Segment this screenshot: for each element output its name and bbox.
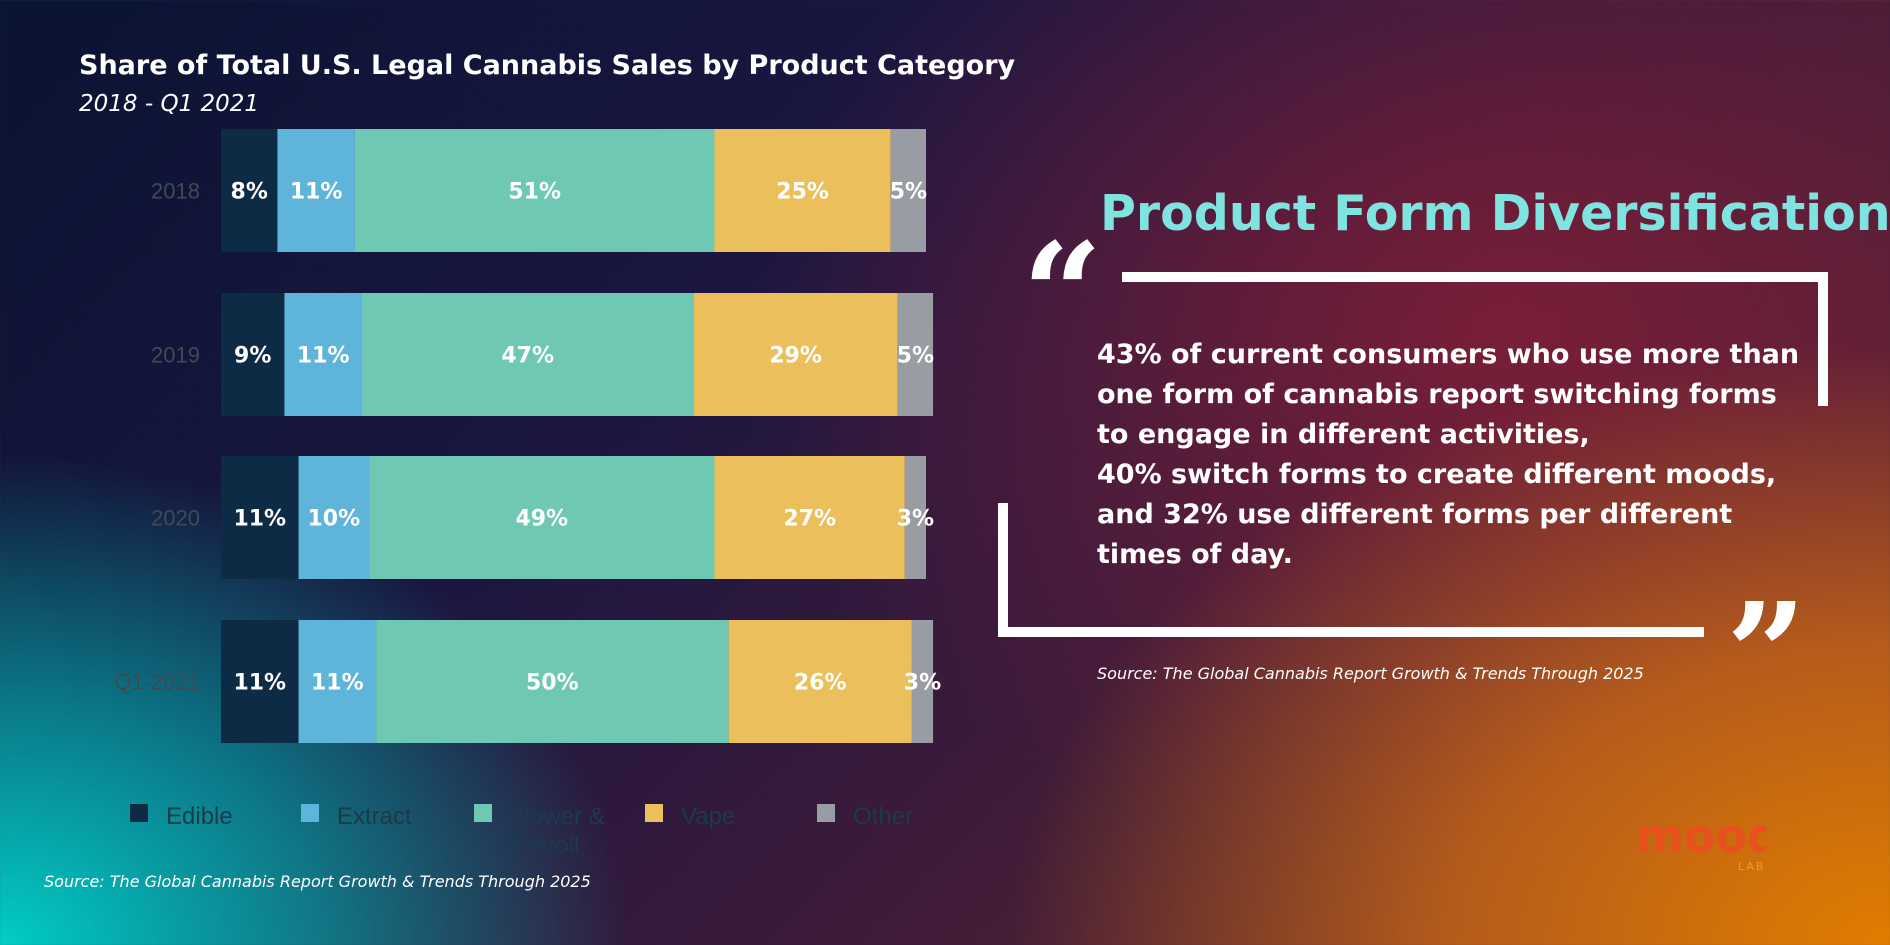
quote-line: to engage in different activities, — [1097, 419, 1590, 450]
bar-segment — [362, 293, 694, 416]
bar-segment — [221, 620, 299, 743]
quote-line: 43% of current consumers who use more th… — [1097, 339, 1800, 370]
bar-segment — [376, 620, 729, 743]
bar-segment — [911, 620, 934, 743]
quote-frame-left — [998, 503, 1008, 637]
data-label: 29% — [769, 344, 822, 369]
open-quote-icon: “ — [1022, 213, 1103, 377]
data-label: 25% — [776, 180, 829, 205]
quote-line: times of day. — [1097, 539, 1293, 570]
bar-segment — [298, 456, 370, 579]
data-label: 51% — [508, 180, 561, 205]
bar-segment — [221, 456, 299, 579]
legend-label: Other — [853, 803, 913, 830]
data-label: 26% — [794, 671, 847, 696]
bar-segment — [277, 129, 355, 252]
quote-frame-right — [1818, 272, 1828, 406]
category-label: 2020 — [151, 506, 200, 531]
bar-segment — [890, 129, 926, 252]
logo-sub: LAB — [1738, 860, 1765, 873]
legend-swatch — [817, 804, 835, 822]
legend-label: Flower & Preroll — [510, 803, 605, 859]
legend-swatch — [130, 804, 148, 822]
data-label: 10% — [307, 507, 360, 532]
logo-wordmark: mood — [1636, 809, 1766, 863]
callout-headline: Product Form Diversification — [1100, 185, 1890, 242]
legend-label: Edible — [166, 803, 233, 830]
quote-line: one form of cannabis report switching fo… — [1097, 379, 1777, 410]
bar-segment — [693, 293, 898, 416]
quote-line: 40% switch forms to create different moo… — [1097, 459, 1777, 490]
data-label: 9% — [234, 344, 271, 369]
quote-line: and 32% use different forms per differen… — [1097, 499, 1733, 530]
close-quote-icon: ” — [1726, 573, 1807, 737]
category-label: 2018 — [151, 179, 200, 204]
data-label: 8% — [231, 180, 268, 205]
bar-segment — [904, 456, 926, 579]
legend-label: Extract — [337, 803, 412, 830]
legend-swatch — [645, 804, 663, 822]
data-label: 3% — [897, 507, 934, 532]
bar-segment — [728, 620, 912, 743]
mood-lab-logo: mood LAB — [1636, 809, 1766, 873]
data-label: 5% — [897, 344, 934, 369]
data-label: 11% — [290, 180, 343, 205]
bar-segment — [298, 620, 377, 743]
bar-segment — [284, 293, 362, 416]
chart-subtitle: 2018 - Q1 2021 — [79, 91, 260, 117]
legend-swatch — [474, 804, 492, 822]
data-label: 50% — [526, 671, 579, 696]
chart-source-note: Source: The Global Cannabis Report Growt… — [44, 872, 591, 891]
bar-segment — [714, 129, 891, 252]
data-label: 27% — [783, 507, 836, 532]
data-label: 11% — [297, 344, 350, 369]
data-label: 5% — [890, 180, 927, 205]
data-label: 3% — [904, 671, 941, 696]
category-label: 2019 — [151, 343, 200, 368]
legend-swatch — [301, 804, 319, 822]
data-label: 11% — [233, 671, 286, 696]
callout-source-note: Source: The Global Cannabis Report Growt… — [1097, 664, 1644, 683]
data-label: 49% — [515, 507, 568, 532]
quote-frame-bottom — [998, 627, 1704, 637]
data-label: 47% — [501, 344, 554, 369]
bar-segment — [714, 456, 905, 579]
data-label: 11% — [311, 671, 364, 696]
callout-quote: 43% of current consumers who use more th… — [1097, 335, 1800, 575]
bar-segment — [221, 293, 285, 416]
stacked-bar-chart: 2018 8% 11% 51% 25% 5% 2019 9% 11% 47% 29% 5% 2020 11… — [114, 129, 941, 859]
data-label: 11% — [233, 507, 286, 532]
legend-label: Vape — [681, 803, 735, 830]
category-label: Q1-2021 — [114, 670, 200, 695]
bar-segment — [369, 456, 715, 579]
bar-segment — [897, 293, 934, 416]
bar-segment — [221, 129, 278, 252]
quote-frame-top — [1122, 272, 1828, 282]
bar-segment — [354, 129, 715, 252]
chart-title: Share of Total U.S. Legal Cannabis Sales… — [79, 50, 1016, 81]
